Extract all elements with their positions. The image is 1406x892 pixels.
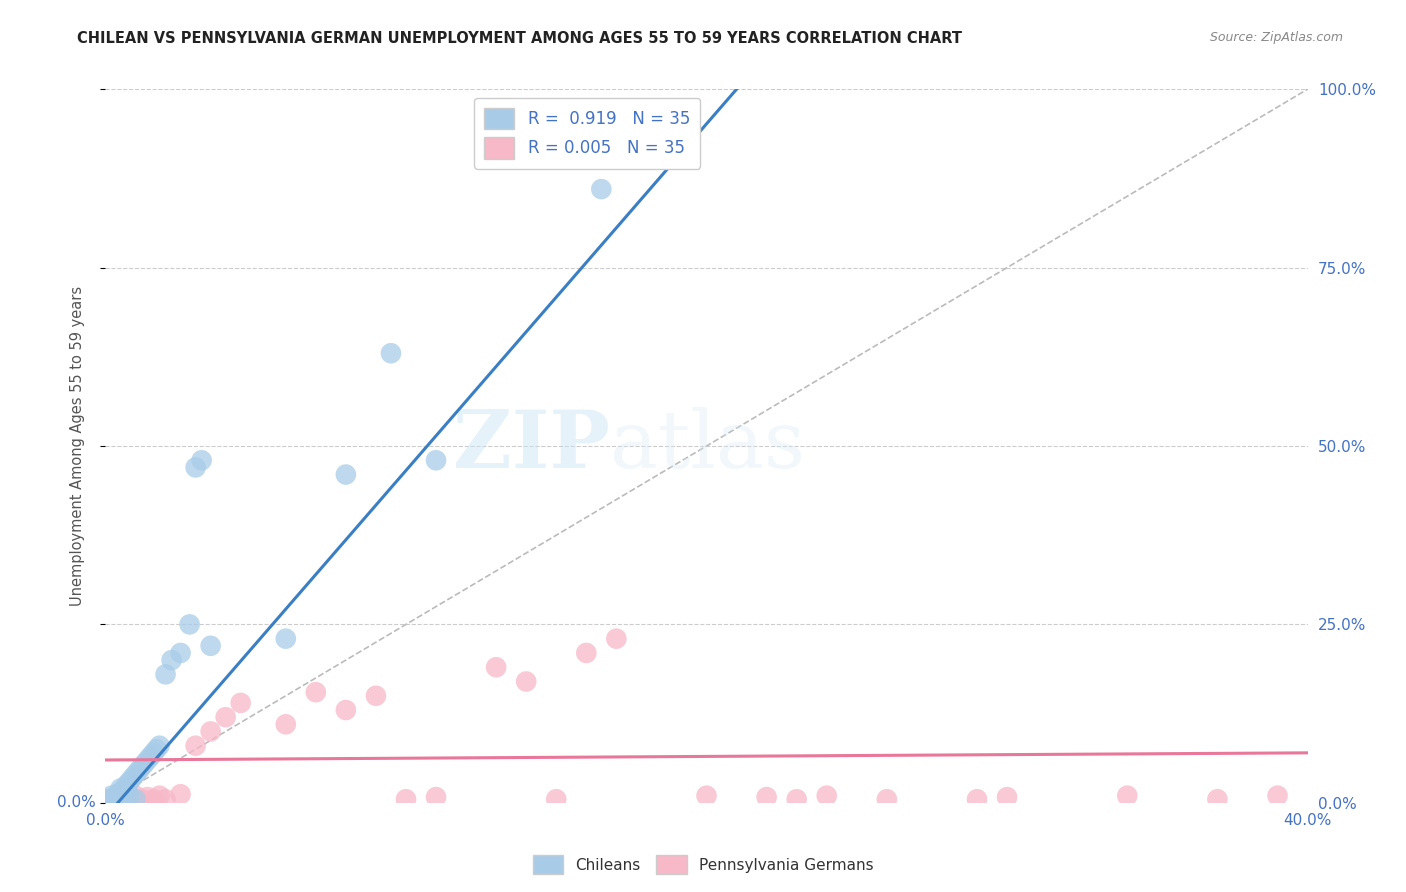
Point (200, 639, 222, 653)
Point (274, 717, 297, 731)
Point (115, 781, 138, 796)
Point (169, 787, 191, 801)
Point (605, 632, 627, 646)
Point (515, 674, 537, 689)
Point (200, 724, 222, 739)
Point (136, 790, 159, 805)
Point (100, 789, 122, 803)
Text: CHILEAN VS PENNSYLVANIA GERMAN UNEMPLOYMENT AMONG AGES 55 TO 59 YEARS CORRELATIO: CHILEAN VS PENNSYLVANIA GERMAN UNEMPLOYM… (77, 31, 962, 46)
Point (755, 790, 778, 805)
Point (274, 632, 297, 646)
Point (169, 646, 191, 660)
Point (966, 792, 988, 806)
Point (124, 767, 146, 781)
Point (335, 467, 357, 482)
Point (155, 667, 177, 681)
Point (786, 792, 808, 806)
Text: Source: ZipAtlas.com: Source: ZipAtlas.com (1209, 31, 1343, 45)
Point (148, 789, 170, 803)
Point (110, 781, 132, 796)
Point (380, 346, 402, 360)
Point (546, 792, 568, 806)
Point (179, 617, 201, 632)
Point (155, 792, 177, 806)
Point (184, 739, 207, 753)
Point (485, 660, 508, 674)
Point (110, 790, 132, 805)
Point (118, 774, 141, 789)
Point (184, 460, 207, 475)
Point (190, 453, 212, 467)
Point (364, 689, 387, 703)
Point (124, 789, 146, 803)
Text: atlas: atlas (610, 407, 806, 485)
Point (214, 710, 236, 724)
Point (103, 790, 125, 805)
Point (112, 792, 135, 806)
Point (112, 783, 135, 797)
Legend: R =  0.919   N = 35, R = 0.005   N = 35: R = 0.919 N = 35, R = 0.005 N = 35 (474, 97, 700, 169)
Point (591, 182, 613, 196)
Point (148, 739, 170, 753)
Point (1206, 792, 1229, 806)
Point (121, 771, 143, 785)
Point (134, 756, 156, 771)
Point (107, 787, 129, 801)
Point (575, 646, 598, 660)
Point (115, 778, 138, 792)
Point (124, 792, 146, 806)
Point (425, 453, 447, 467)
Point (335, 703, 357, 717)
Point (229, 696, 252, 710)
Point (118, 792, 141, 806)
Point (118, 789, 141, 803)
Point (131, 760, 153, 774)
Text: ZIP: ZIP (453, 407, 610, 485)
Point (995, 790, 1018, 805)
Point (142, 746, 165, 760)
Legend: Chileans, Pennsylvania Germans: Chileans, Pennsylvania Germans (526, 849, 880, 880)
Point (815, 789, 838, 803)
Point (425, 790, 447, 805)
Point (142, 792, 165, 806)
Point (145, 742, 167, 756)
Point (305, 685, 328, 699)
Point (1116, 789, 1139, 803)
Point (100, 792, 122, 806)
Point (696, 789, 718, 803)
Point (160, 653, 183, 667)
Text: 0.0%: 0.0% (58, 796, 96, 810)
Point (110, 785, 132, 799)
Point (136, 753, 159, 767)
Point (97, 792, 120, 806)
Point (139, 749, 162, 764)
Point (131, 792, 153, 806)
Y-axis label: Unemployment Among Ages 55 to 59 years: Unemployment Among Ages 55 to 59 years (70, 286, 84, 606)
Point (1267, 789, 1289, 803)
Point (876, 792, 898, 806)
Point (395, 792, 418, 806)
Point (128, 764, 150, 778)
